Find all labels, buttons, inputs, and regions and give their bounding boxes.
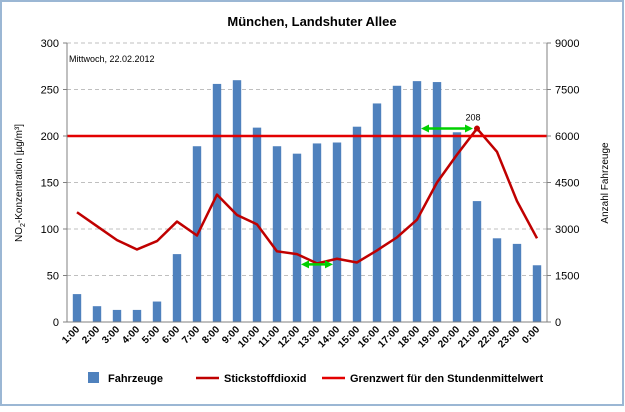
y-tick-label-right: 7500: [555, 85, 579, 97]
legend-label: Grenzwert für den Stundenmittelwert: [350, 373, 543, 385]
axes: [63, 42, 551, 323]
peak-label: 208: [465, 113, 480, 123]
bar: [172, 254, 182, 322]
bar: [132, 309, 142, 322]
y-tick-label-left: 150: [41, 178, 59, 190]
bar: [212, 83, 222, 322]
legend-label: Stickstoffdioxid: [224, 373, 307, 385]
bar: [412, 81, 422, 322]
legend-label: Fahrzeuge: [108, 373, 163, 385]
bar: [532, 265, 542, 322]
date-annotation: Mittwoch, 22.02.2012: [69, 54, 155, 64]
bar: [392, 85, 402, 322]
no2-line: [76, 127, 539, 265]
bar: [312, 143, 322, 322]
bar: [512, 243, 522, 322]
peak-marker: [474, 125, 480, 132]
y-tick-label-left: 200: [41, 131, 59, 143]
line-series: 208: [67, 113, 547, 269]
y-tick-label-left: 50: [47, 271, 59, 283]
chart-title: München, Landshuter Allee: [227, 14, 396, 29]
y-tick-label-right: 3000: [555, 224, 579, 236]
green-arrow-head: [325, 260, 333, 269]
y-tick-label-right: 0: [555, 317, 561, 329]
y-tick-label-right: 4500: [555, 178, 579, 190]
y-tick-label-left: 250: [41, 85, 59, 97]
bar: [472, 201, 482, 322]
bar: [432, 82, 442, 322]
bar: [372, 103, 382, 322]
green-arrow-head: [301, 260, 309, 269]
green-arrow-head: [465, 124, 473, 133]
y-axis-right-label: Anzahl Fahrzeuge: [600, 142, 611, 224]
bar: [232, 80, 242, 322]
green-arrow-head: [421, 124, 429, 133]
bar: [492, 238, 502, 322]
y-axis-left-label: NO2-Konzentration [µg/m³]: [14, 124, 27, 242]
y-tick-label-right: 9000: [555, 38, 579, 50]
bar: [152, 301, 162, 322]
bar: [72, 294, 82, 322]
y-tick-label-left: 0: [53, 317, 59, 329]
y-tick-label-left: 100: [41, 224, 59, 236]
y-tick-label-left: 300: [41, 38, 59, 50]
gridlines: [67, 42, 547, 276]
bar: [112, 309, 122, 322]
bar: [332, 142, 342, 322]
bar: [352, 126, 362, 322]
bar: [292, 153, 302, 322]
y-tick-label-right: 6000: [555, 131, 579, 143]
legend-swatch-bar: [88, 372, 99, 383]
bar: [452, 132, 462, 322]
bar: [92, 306, 102, 322]
bar: [272, 146, 282, 322]
y-tick-label-right: 1500: [555, 271, 579, 283]
legend: Fahrzeuge Stickstoffdioxid Grenzwert für d…: [88, 372, 543, 385]
